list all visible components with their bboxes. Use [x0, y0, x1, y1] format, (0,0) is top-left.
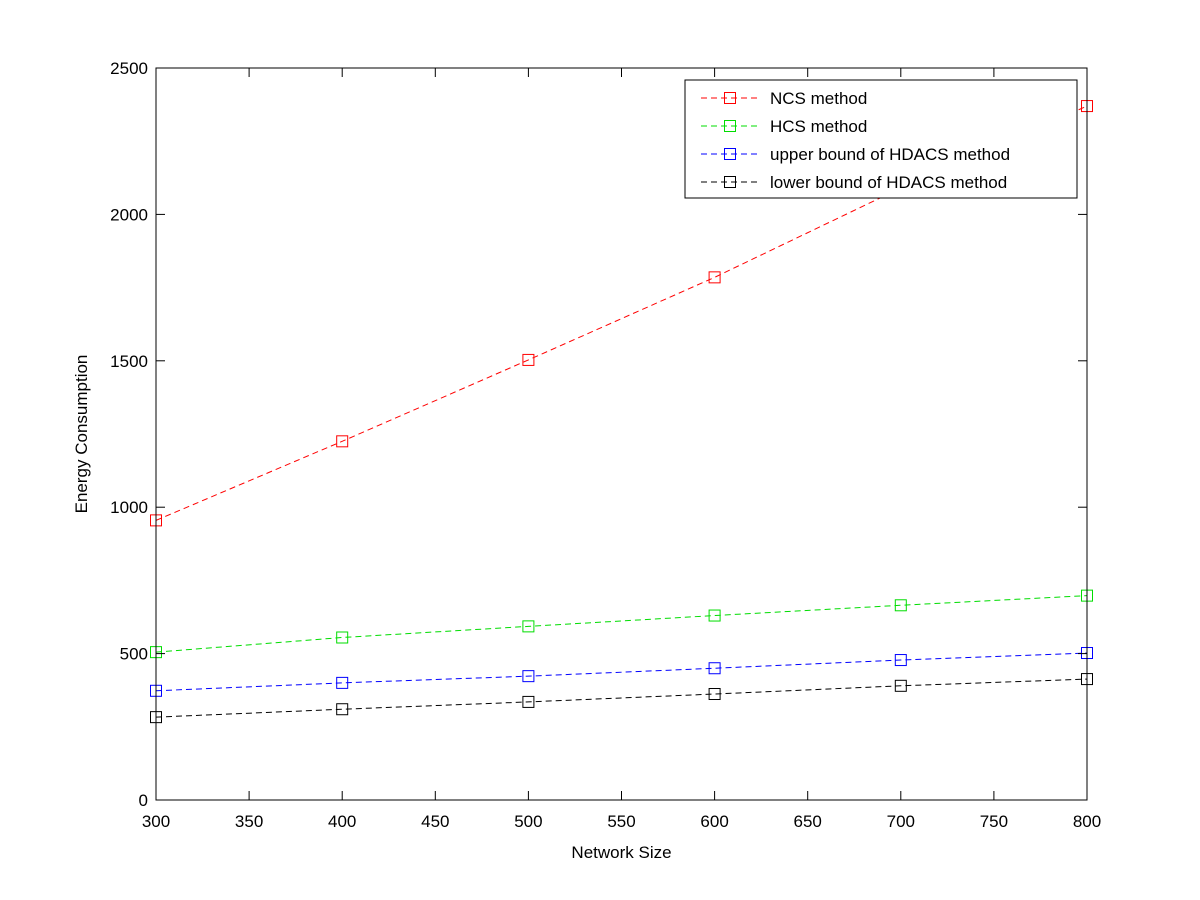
data-point — [894, 679, 907, 692]
legend-marker-sample — [724, 176, 736, 188]
x-tick-label: 300 — [142, 812, 170, 831]
y-axis-label: Energy Consumption — [72, 355, 91, 514]
data-point — [336, 631, 349, 644]
y-tick-label: 2000 — [110, 205, 148, 224]
data-point — [336, 435, 349, 448]
x-tick-label: 600 — [700, 812, 728, 831]
legend-marker-sample — [724, 92, 736, 104]
x-tick-label: 650 — [794, 812, 822, 831]
y-tick-label: 2500 — [110, 59, 148, 78]
series-line — [155, 678, 1088, 718]
data-point — [708, 609, 721, 622]
x-tick-label: 750 — [980, 812, 1008, 831]
y-tick-label: 500 — [120, 645, 148, 664]
legend-label: lower bound of HDACS method — [770, 173, 1007, 192]
y-tick-label: 0 — [139, 791, 148, 810]
data-point — [336, 676, 349, 689]
legend-item: lower bound of HDACS method — [701, 173, 1007, 192]
legend-item: upper bound of HDACS method — [701, 145, 1010, 164]
x-tick-label: 700 — [887, 812, 915, 831]
y-tick-label: 1000 — [110, 498, 148, 517]
legend-label: HCS method — [770, 117, 867, 136]
data-point — [894, 599, 907, 612]
series-line — [155, 595, 1088, 653]
data-point — [522, 670, 535, 683]
data-point — [708, 662, 721, 675]
data-point — [894, 654, 907, 667]
data-point — [708, 271, 721, 284]
legend-label: upper bound of HDACS method — [770, 145, 1010, 164]
series-line — [155, 652, 1088, 692]
x-tick-label: 550 — [607, 812, 635, 831]
legend: NCS method HCS method upper bound of HDACS… — [684, 79, 1078, 199]
data-point — [522, 695, 535, 708]
legend-label: NCS method — [770, 89, 867, 108]
x-tick-label: 800 — [1073, 812, 1101, 831]
x-tick-label: 450 — [421, 812, 449, 831]
data-point — [336, 703, 349, 716]
legend-box — [684, 79, 1078, 199]
x-axis-label: Network Size — [571, 843, 671, 862]
legend-marker-sample — [724, 120, 736, 132]
x-tick-label: 350 — [235, 812, 263, 831]
y-axis: 0 500 1000 1500 2000 2500 — [110, 59, 1087, 810]
x-axis: 300 350 400 450 500 550 600 650 700 750 800 — [142, 68, 1101, 831]
x-tick-label: 400 — [328, 812, 356, 831]
legend-marker-sample — [724, 148, 736, 160]
data-point — [708, 688, 721, 701]
y-tick-label: 1500 — [110, 352, 148, 371]
x-tick-label: 500 — [514, 812, 542, 831]
legend-item: HCS method — [701, 117, 867, 136]
series-3 — [150, 647, 1093, 697]
legend-item: NCS method — [701, 89, 867, 108]
data-point — [522, 353, 535, 366]
data-point — [522, 620, 535, 633]
